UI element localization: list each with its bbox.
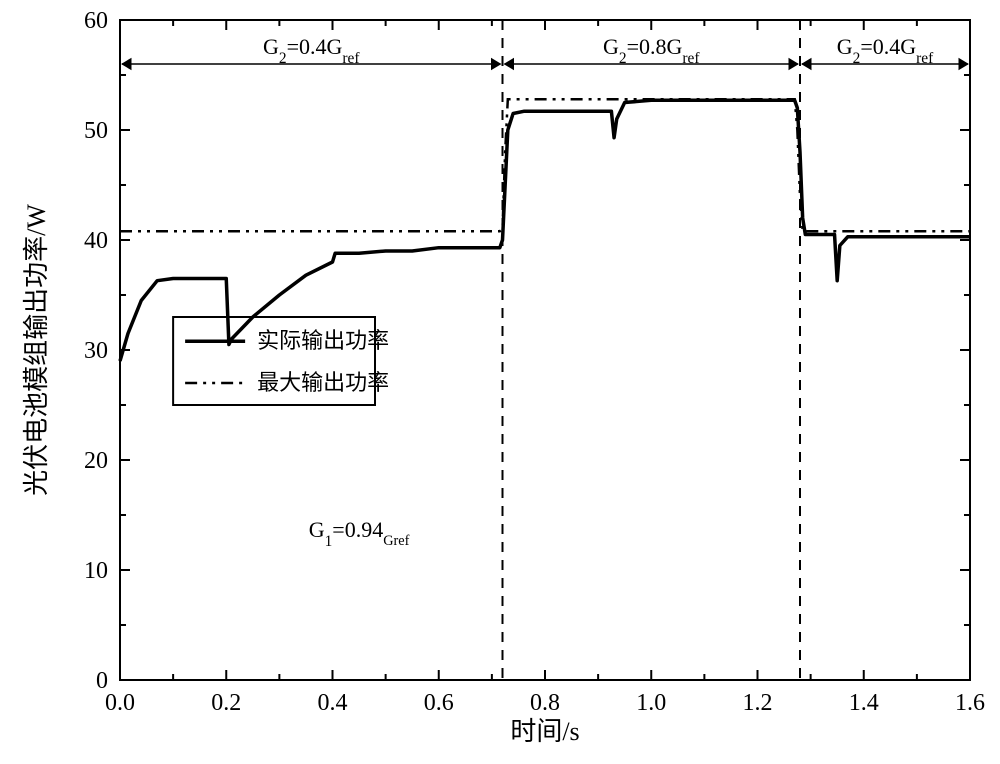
x-tick-label: 1.6 [955, 690, 985, 716]
arrow-head-icon [505, 59, 514, 70]
region-label: G2=0.4Gref [263, 34, 360, 67]
series-max-line [120, 99, 970, 231]
region-label: G2=0.8Gref [603, 34, 700, 67]
y-tick-label: 30 [84, 338, 108, 364]
chart-container: 0.0 0.2 0.4 0.6 0.8 1.0 1.2 1.4 1.6 0 10 20 30 40 50 60… [0, 0, 1000, 764]
arrow-head-icon [802, 59, 811, 70]
arrow-head-icon [789, 59, 798, 70]
x-tick-label: 0.6 [424, 690, 454, 716]
chart-svg: 0.0 0.2 0.4 0.6 0.8 1.0 1.2 1.4 1.6 0 10 20 30 40 50 60… [0, 0, 1000, 764]
x-tick-label: 1.4 [849, 690, 879, 716]
arrow-head-icon [492, 59, 501, 70]
x-tick-label: 1.2 [743, 690, 773, 716]
x-axis-title: 时间/s [510, 717, 579, 746]
y-tick-label: 50 [84, 118, 108, 144]
x-tick-label: 0.8 [530, 690, 560, 716]
y-tick-label: 40 [84, 228, 108, 254]
y-tick-label: 60 [84, 8, 108, 34]
region-label: G2=0.4Gref [837, 34, 934, 67]
y-tick-label: 20 [84, 448, 108, 474]
y-tick-label: 10 [84, 558, 108, 584]
bottom-annotation: G1=0.94Gref [309, 517, 410, 550]
legend-label-actual: 实际输出功率 [257, 328, 389, 353]
arrow-head-icon [122, 59, 131, 70]
x-tick-label: 1.0 [636, 690, 666, 716]
legend-label-max: 最大输出功率 [257, 370, 389, 395]
x-tick-label: 0.4 [318, 690, 348, 716]
x-tick-label: 0.2 [211, 690, 241, 716]
plot-border [120, 20, 970, 680]
x-tick-label: 0.0 [105, 690, 135, 716]
y-tick-label: 0 [96, 668, 108, 694]
arrow-head-icon [959, 59, 968, 70]
y-axis-title: 光伏电池模组输出功率/W [22, 204, 51, 496]
